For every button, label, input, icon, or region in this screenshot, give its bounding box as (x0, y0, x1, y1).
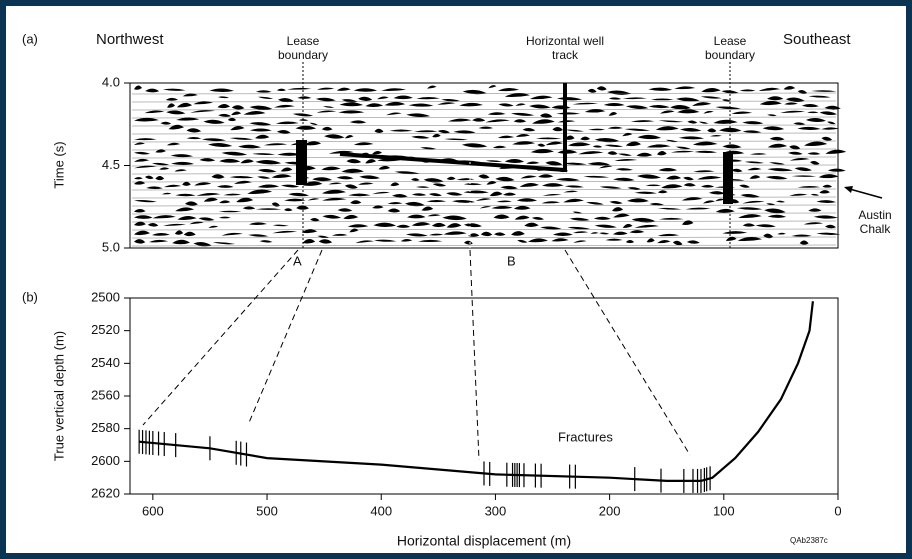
seismic-trace-line (131, 244, 837, 247)
panel-background (6, 6, 906, 553)
y-tick-label: 5.0 (102, 239, 120, 254)
y-tick-label: 2600 (91, 453, 120, 468)
seismic-trace-line (131, 140, 837, 143)
seismic-trace (134, 174, 839, 183)
point-label: A (293, 253, 302, 268)
seismic-trace-line (131, 132, 837, 135)
lease-marker (723, 152, 733, 204)
seismic-trace-line (131, 116, 837, 119)
x-tick-label: 100 (713, 503, 735, 518)
seismic-trace-line (131, 236, 837, 239)
point-label: B (507, 253, 516, 268)
seismic-trace-line (131, 108, 837, 111)
x-axis-label: Horizontal displacement (m) (397, 533, 571, 549)
y-tick-label: 2560 (91, 387, 120, 402)
seismic-trace (134, 85, 837, 95)
seismic-trace (134, 205, 822, 214)
panel-label: (b) (22, 289, 38, 304)
connector (564, 249, 691, 456)
seismic-texture (131, 85, 847, 247)
x-tick-label: 200 (599, 503, 621, 518)
annotation: Lease boundary (704, 34, 756, 62)
seismic-trace-line (131, 204, 837, 207)
annotation: Fractures (558, 429, 613, 444)
seismic-trace-line (131, 148, 837, 151)
y-tick-label: 4.0 (102, 74, 120, 89)
y-tick-label: 2520 (91, 322, 120, 337)
lease-marker (296, 140, 307, 185)
connector (142, 249, 299, 426)
x-tick-label: 0 (834, 503, 841, 518)
seismic-trace (134, 236, 809, 247)
seismic-trace-line (131, 100, 837, 103)
y-tick-label: 2620 (91, 485, 120, 500)
seismic-trace (134, 165, 846, 175)
annotation: Austin Chalk (858, 208, 892, 236)
direction-label: Southeast (783, 31, 851, 48)
annotation: Lease boundary (277, 34, 329, 62)
seismic-trace (144, 109, 837, 118)
y-axis-label: Time (s) (51, 141, 66, 188)
seismic-trace (168, 124, 840, 134)
seismic-trace-line (131, 228, 837, 231)
arrow-head (844, 186, 853, 193)
well-track (339, 83, 567, 173)
seismic-trace-line (131, 92, 837, 95)
seismic-trace-line (131, 172, 837, 175)
x-tick-label: 600 (142, 503, 164, 518)
seismic-trace (134, 156, 820, 166)
seismic-trace (134, 132, 833, 143)
seismic-trace (134, 141, 828, 150)
connector (247, 249, 323, 426)
seismic-trace (134, 197, 837, 207)
connectors (142, 249, 691, 461)
seismic-trace-line (131, 196, 837, 199)
seismic-trace (134, 220, 836, 230)
seismic-trace (165, 93, 831, 103)
x-tick-label: 400 (370, 503, 392, 518)
seismic-trace (134, 180, 833, 190)
y-axis-label: True vertical depth (m) (51, 331, 66, 461)
figure-code: QAb2387c (790, 536, 828, 545)
direction-label: Northwest (96, 31, 164, 48)
seismic-trace-line (131, 188, 837, 191)
connector (469, 249, 480, 461)
seismic-trace-line (131, 220, 837, 223)
y-tick-label: 2500 (91, 289, 120, 304)
seismic-trace (162, 189, 830, 198)
seismic-trace-line (131, 156, 837, 159)
x-tick-label: 500 (256, 503, 278, 518)
seismic-trace-line (131, 124, 837, 127)
annotation: Horizontal well track (525, 34, 605, 62)
x-tick-label: 300 (485, 503, 507, 518)
seismic-trace (167, 101, 841, 110)
seismic-trace (134, 228, 841, 239)
panel-label: (a) (22, 31, 38, 46)
seismic-trace-line (131, 212, 837, 215)
y-tick-label: 2540 (91, 355, 120, 370)
y-tick-label: 4.5 (102, 157, 120, 172)
arrow (845, 187, 883, 199)
y-tick-label: 2580 (91, 420, 120, 435)
